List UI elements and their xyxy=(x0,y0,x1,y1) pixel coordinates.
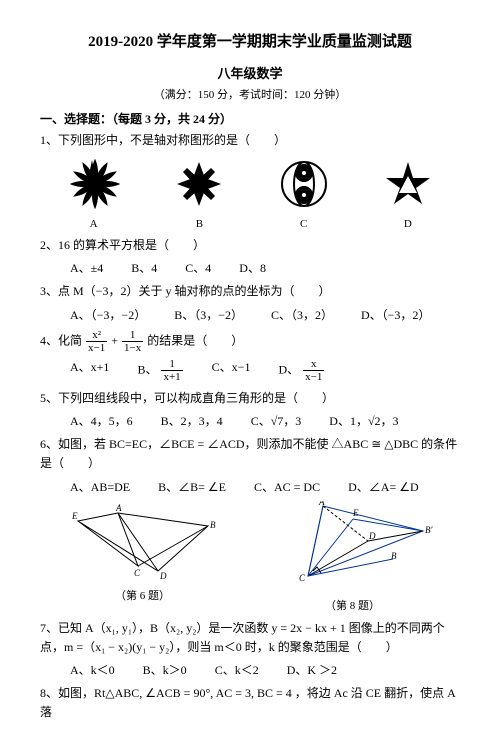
svg-text:E: E xyxy=(71,511,78,521)
question-1: 1、下列图形中，不是轴对称图形的是（ ） xyxy=(40,131,460,150)
exam-meta: （满分：150 分，考试时间：120 分钟） xyxy=(40,86,460,102)
q4-opt-b: B、 1x+1 xyxy=(137,358,183,383)
q5-opt-a: A、4，5，6 xyxy=(70,412,133,429)
question-6-text: 6、如图，若 BC=EC，∠BCE = ∠ACD，则添加不能使 △ABC ≅ △… xyxy=(40,437,457,470)
q2-options: A、±4 B、4 C、4 D、8 xyxy=(70,259,460,276)
q3-opt-c: C、（3，2） xyxy=(271,306,333,323)
svg-text:D: D xyxy=(368,531,376,541)
page-title: 2019-2020 学年度第一学期期末学业质量监测试题 xyxy=(40,30,460,51)
q7-opt-d: D、K ＞2 xyxy=(287,661,337,678)
question-2: 2、16 的算术平方根是（ ） xyxy=(40,236,460,255)
q4-opt-d: D、 xx−1 xyxy=(278,358,325,383)
q2-opt-a: A、±4 xyxy=(70,259,103,276)
q5-opt-b: B、2，3，4 xyxy=(161,412,223,429)
q6-opt-c: C、AC = DC xyxy=(254,478,320,495)
q6-opt-a: A、AB=DE xyxy=(70,478,130,495)
q6-options: A、AB=DE B、∠B= ∠E C、AC = DC D、∠A= ∠D xyxy=(70,478,460,495)
q4-plus: + xyxy=(111,333,121,347)
label-d: D xyxy=(380,218,436,230)
question-8-text: 8、如图，Rt△ABC, ∠ACB = 90°, AC = 3, BC = 4 … xyxy=(40,686,455,719)
svg-text:A: A xyxy=(318,501,325,507)
q4-opt-a: A、x+1 xyxy=(70,358,109,383)
figures-row: E A B D C （第 6 题） A B' C xyxy=(40,501,460,613)
q4-opt-c: C、x−1 xyxy=(212,358,251,383)
q7-opt-a: A、k＜0 xyxy=(70,661,115,678)
question-7-text: 7、已知 A（x₁, y₁），B（x₂, y₂）是一次函数 y = 2x − k… xyxy=(40,621,445,654)
svg-text:B: B xyxy=(210,520,216,530)
q5-opt-d: D、1，√2，3 xyxy=(329,412,398,429)
label-b: B xyxy=(171,218,227,230)
shape-b-icon xyxy=(171,156,227,212)
q5-opt-c: C、√7，3 xyxy=(251,412,302,429)
q3-opt-a: A、（−3，−2） xyxy=(70,306,146,323)
question-6: 6、如图，若 BC=EC，∠BCE = ∠ACD，则添加不能使 △ABC ≅ △… xyxy=(40,435,460,473)
q6-opt-b: B、∠B= ∠E xyxy=(158,478,226,495)
question-5: 5、下列四组线段中，可以构成直角三角形的是（ ） xyxy=(40,389,460,408)
q3-options: A、（−3，−2） B、（3，−2） C、（3，2） D、（−3，2） xyxy=(70,306,460,323)
question-5-text: 5、下列四组线段中，可以构成直角三角形的是（ ） xyxy=(40,391,334,405)
q2-opt-d: D、8 xyxy=(239,259,266,276)
q7-options: A、k＜0 B、k＞0 C、k＜2 D、K ＞2 xyxy=(70,661,460,678)
subject-title: 八年级数学 xyxy=(40,63,460,82)
svg-text:A: A xyxy=(115,503,122,513)
q7-opt-b: B、k＞0 xyxy=(143,661,187,678)
q7-opt-c: C、k＜2 xyxy=(215,661,259,678)
q4-frac2: 1 1−x xyxy=(122,329,143,354)
q3-opt-b: B、（3，−2） xyxy=(174,306,243,323)
q4-options: A、x+1 B、 1x+1 C、x−1 D、 xx−1 xyxy=(70,358,460,383)
svg-text:D: D xyxy=(159,571,167,581)
shape-c-icon xyxy=(276,156,332,212)
svg-text:B': B' xyxy=(425,525,433,535)
q4-frac1: x² x−1 xyxy=(86,329,107,354)
shape-d-icon xyxy=(380,156,436,212)
q1-images: A B C D xyxy=(40,156,460,230)
question-3: 3、点 M（−3，2）关于 y 轴对称的点的坐标为（ ） xyxy=(40,282,460,301)
question-4: 4、化简 x² x−1 + 1 1−x 的结果是（ ） xyxy=(40,329,460,354)
svg-text:E: E xyxy=(352,508,359,518)
question-8: 8、如图，Rt△ABC, ∠ACB = 90°, AC = 3, BC = 4 … xyxy=(40,684,460,722)
figure-8-icon: A B' C E D B xyxy=(273,501,433,591)
label-a: A xyxy=(64,218,123,230)
section-1-heading: 一、选择题：（每题 3 分，共 24 分） xyxy=(40,110,460,127)
figure-6-icon: E A B D C xyxy=(68,501,218,581)
q2-opt-b: B、4 xyxy=(131,259,157,276)
svg-text:C: C xyxy=(299,573,306,583)
shape-a-fan-icon xyxy=(67,156,123,212)
question-3-text: 3、点 M（−3，2）关于 y 轴对称的点的坐标为（ ） xyxy=(40,284,330,298)
q5-options: A、4，5，6 B、2，3，4 C、√7，3 D、1，√2，3 xyxy=(70,412,460,429)
q6-opt-d: D、∠A= ∠D xyxy=(348,478,419,495)
question-1-text: 1、下列图形中，不是轴对称图形的是（ ） xyxy=(40,133,286,147)
q4-pre: 4、化简 xyxy=(40,333,85,347)
fig6-caption: （第 6 题） xyxy=(68,587,218,603)
q3-opt-d: D、（−3，2） xyxy=(361,306,430,323)
fig8-caption: （第 8 题） xyxy=(273,597,433,613)
label-c: C xyxy=(276,218,332,230)
q2-opt-c: C、4 xyxy=(185,259,211,276)
q4-post: 的结果是（ ） xyxy=(147,333,243,347)
question-2-text: 2、16 的算术平方根是（ ） xyxy=(40,238,205,252)
question-7: 7、已知 A（x₁, y₁），B（x₂, y₂）是一次函数 y = 2x − k… xyxy=(40,619,460,657)
svg-text:C: C xyxy=(134,568,141,578)
